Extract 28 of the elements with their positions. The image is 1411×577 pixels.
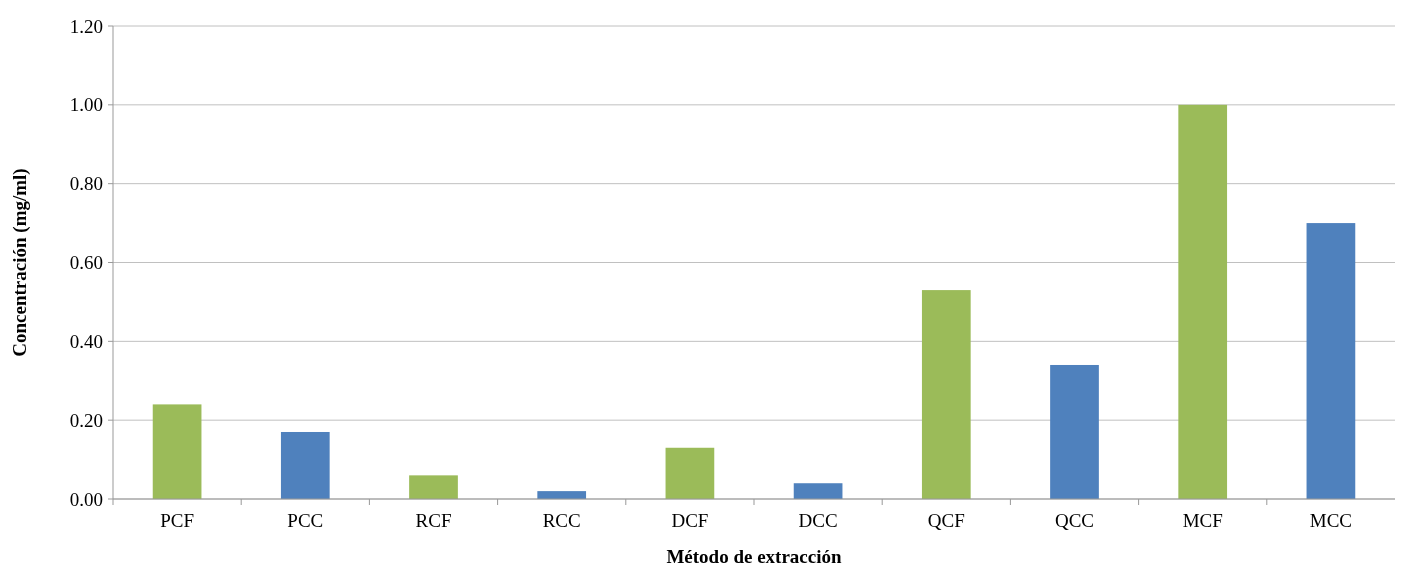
bar [1050, 364, 1099, 499]
x-tick-label: DCF [671, 510, 709, 531]
y-tick-label: 0.60 [69, 252, 103, 274]
bar [280, 431, 330, 499]
y-tick-label: 0.40 [69, 330, 103, 352]
y-tick-label: 0.00 [69, 488, 103, 510]
x-axis-title: Método de extracción [666, 546, 843, 567]
bar [921, 290, 971, 499]
x-tick-label: PCC [287, 510, 324, 531]
x-tick-label: MCF [1182, 510, 1223, 531]
x-tick-label: DCC [798, 510, 838, 531]
x-tick-label: QCF [927, 510, 965, 531]
x-tick-label: QCC [1054, 510, 1095, 531]
y-tick-label: 0.20 [69, 409, 103, 431]
bar [409, 475, 458, 499]
bar [152, 404, 202, 499]
bar [793, 483, 843, 499]
x-tick-label: RCF [415, 510, 452, 531]
y-tick-label: 0.80 [69, 173, 103, 195]
x-tick-label: RCC [542, 510, 581, 531]
y-tick-label: 1.20 [69, 15, 103, 37]
y-axis-title: Concentración (mg/ml) [9, 168, 31, 357]
y-tick-label: 1.00 [69, 94, 103, 116]
bar [1178, 104, 1228, 499]
bar [665, 447, 715, 499]
bar [1306, 223, 1356, 499]
x-tick-label: MCC [1309, 510, 1353, 531]
x-tick-label: PCF [160, 510, 195, 531]
